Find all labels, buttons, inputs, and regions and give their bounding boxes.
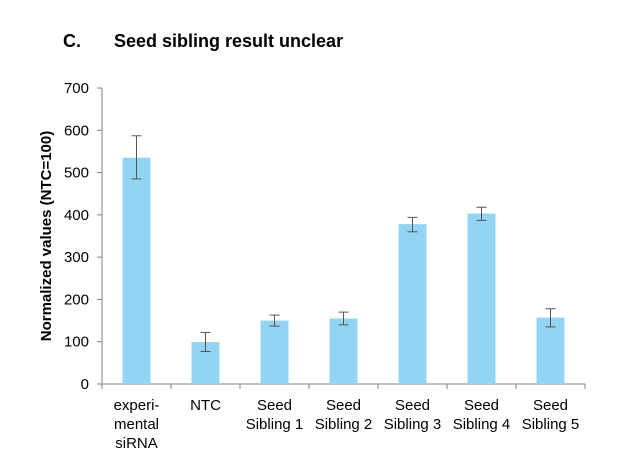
y-tick-label: 700 <box>64 80 89 97</box>
x-tick-label: mental <box>114 416 159 433</box>
x-tick-label: Seed <box>257 397 292 414</box>
x-tick-label: Sibling 5 <box>522 416 580 433</box>
x-tick-label: NTC <box>190 397 221 414</box>
bar <box>122 157 151 384</box>
y-tick-label: 500 <box>64 165 89 182</box>
y-axis-label: Normalized values (NTC=100) <box>38 131 55 342</box>
x-tick-label: experi- <box>114 397 160 414</box>
bar <box>329 318 358 384</box>
bar <box>260 320 289 384</box>
y-tick-label: 300 <box>64 249 89 266</box>
x-tick-label: Seed <box>326 397 361 414</box>
panel-label: C. <box>63 31 81 51</box>
bar <box>536 317 565 384</box>
x-tick-label: Seed <box>533 397 568 414</box>
y-tick-label: 100 <box>64 334 89 351</box>
x-tick-label: Seed <box>464 397 499 414</box>
bar <box>467 213 496 384</box>
x-tick-label: Seed <box>395 397 430 414</box>
x-tick-label: Sibling 3 <box>384 416 442 433</box>
chart-title: Seed sibling result unclear <box>114 31 344 51</box>
x-tick-label: Sibling 2 <box>315 416 373 433</box>
y-tick-label: 400 <box>64 207 89 224</box>
y-tick-label: 200 <box>64 291 89 308</box>
x-tick-label: siRNA <box>115 435 158 452</box>
y-tick-label: 0 <box>81 376 89 393</box>
x-tick-label: Sibling 4 <box>453 416 511 433</box>
y-tick-label: 600 <box>64 122 89 139</box>
bar <box>398 224 427 384</box>
x-tick-label: Sibling 1 <box>246 416 304 433</box>
